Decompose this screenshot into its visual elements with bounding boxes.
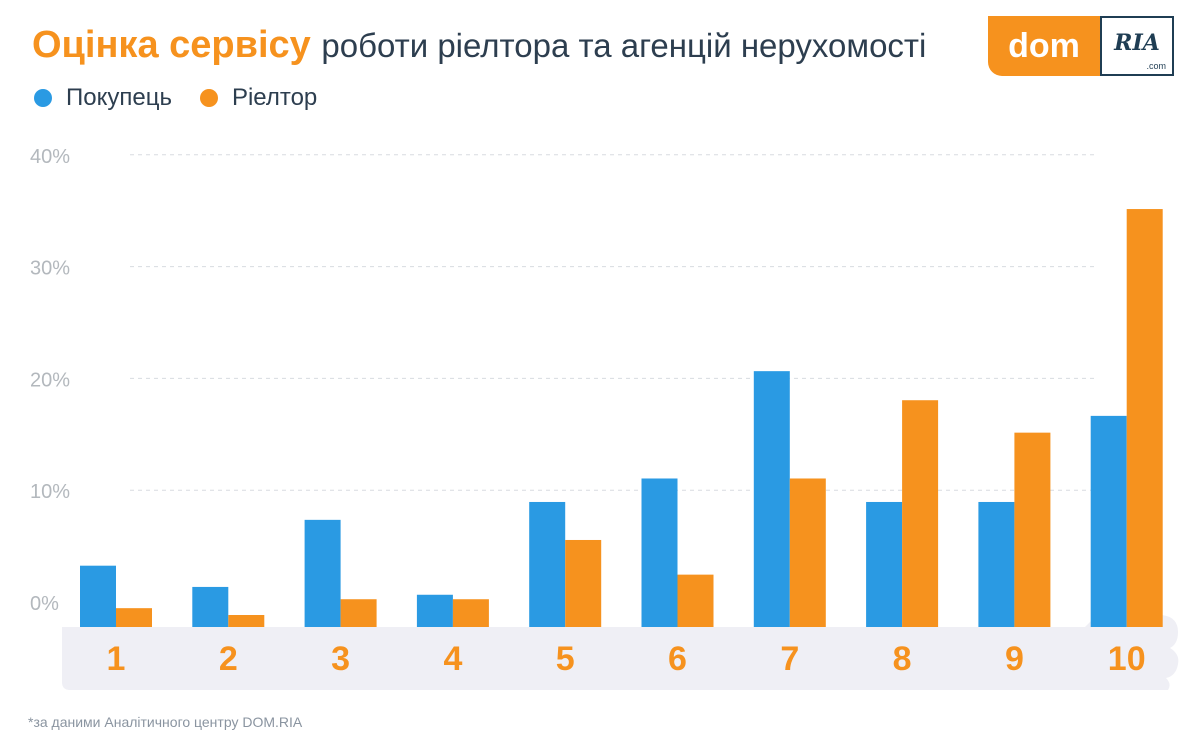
bar-realtor-9: [1014, 432, 1051, 627]
bar-buyer-9: [978, 501, 1015, 627]
y-tick-label: 20%: [30, 369, 70, 391]
bar-realtor-3: [340, 599, 377, 627]
x-category-label: 3: [331, 640, 350, 678]
x-category-label: 1: [107, 640, 126, 678]
legend-swatch-buyer: [34, 89, 52, 107]
logo-ria-text: RIA: [1114, 30, 1160, 56]
bar-realtor-7: [789, 478, 826, 627]
legend-item-buyer: Покупець: [34, 84, 172, 112]
legend-label-realtor: Ріелтор: [231, 84, 318, 111]
bar-realtor-4: [452, 599, 489, 627]
bar-buyer-10: [1090, 415, 1127, 627]
category-axis-band: [62, 575, 1179, 690]
footnote: *за даними Аналітичного центру DOM.RIA: [28, 714, 303, 730]
bar-buyer-2: [192, 586, 229, 627]
x-category-label: 2: [219, 640, 238, 678]
legend-label-buyer: Покупець: [66, 84, 172, 111]
bar-buyer-1: [80, 565, 116, 627]
x-category-label: 7: [780, 640, 799, 678]
bar-buyer-8: [866, 501, 903, 627]
x-category-label: 8: [893, 640, 912, 678]
bar-buyer-3: [304, 519, 341, 627]
legend-swatch-realtor: [199, 89, 218, 107]
bar-realtor-6: [677, 574, 714, 627]
bar-realtor-10: [1126, 209, 1163, 627]
x-category-label: 9: [1005, 640, 1024, 678]
y-tick-label: 0%: [30, 593, 59, 615]
bar-buyer-4: [416, 594, 453, 627]
logo-dom-text: dom: [988, 16, 1100, 76]
bar-realtor-5: [565, 539, 602, 627]
y-tick-label: 30%: [30, 258, 70, 280]
logo-ria-com: .com: [1146, 61, 1166, 71]
chart-legend: Покупець Ріелтор: [34, 84, 317, 112]
x-category-label: 10: [1108, 640, 1146, 678]
x-category-label: 5: [556, 640, 575, 678]
bar-buyer-5: [529, 501, 566, 627]
bar-realtor-1: [116, 608, 152, 627]
bar-buyer-7: [753, 371, 790, 627]
chart-title: Оцінка сервісу роботи ріелтора та агенці…: [32, 20, 926, 71]
dom-ria-logo: dom RIA .com: [988, 16, 1184, 76]
logo-ria-block: RIA .com: [1100, 16, 1174, 76]
bar-buyer-6: [641, 478, 678, 627]
bar-realtor-2: [228, 615, 265, 627]
chart-title-rest: роботи ріелтора та агенцій нерухомості: [321, 27, 927, 64]
legend-item-realtor: Ріелтор: [199, 84, 318, 112]
chart-title-accent: Оцінка сервісу: [32, 24, 311, 66]
bar-realtor-8: [902, 400, 939, 627]
y-tick-label: 40%: [30, 146, 70, 168]
x-category-label: 6: [668, 640, 687, 678]
y-tick-label: 10%: [30, 481, 70, 503]
x-category-label: 4: [443, 640, 462, 678]
